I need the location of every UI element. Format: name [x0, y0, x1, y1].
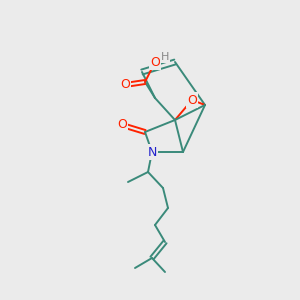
Text: O: O [117, 118, 127, 131]
Text: O: O [187, 94, 197, 106]
Text: H: H [161, 52, 169, 62]
Text: O: O [120, 79, 130, 92]
Text: N: N [147, 146, 157, 158]
Text: O: O [150, 56, 160, 68]
